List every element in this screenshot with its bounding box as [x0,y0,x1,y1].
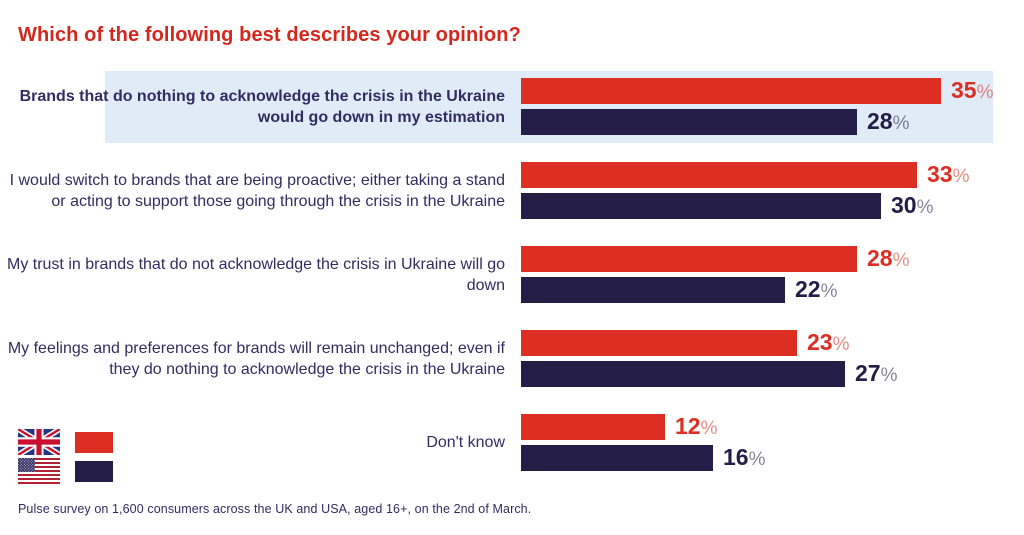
page-title: Which of the following best describes yo… [18,24,521,46]
chart-row: Don't know 12% 16% [0,412,1024,471]
bar-usa [521,109,857,135]
bar-line-uk: 35% [521,76,994,104]
bar-line-usa: 22% [521,275,910,303]
chart-row: I would switch to brands that are being … [0,160,1024,219]
value-label: 35% [951,76,994,103]
bar-line-usa: 16% [521,443,766,471]
value-label: 27% [855,359,898,386]
value-label: 23% [807,328,850,355]
category-label: Brands that do nothing to acknowledge th… [19,87,505,126]
bar-usa [521,361,845,387]
legend-entry-uk [18,429,113,455]
chart-row: My feelings and preferences for brands w… [0,328,1024,387]
bar-uk [521,414,665,440]
bar-line-usa: 30% [521,191,970,219]
bar-line-uk: 33% [521,160,970,188]
value-label: 22% [795,275,838,302]
value-label: 16% [723,443,766,470]
legend-swatch-usa [75,460,113,482]
usa-flag-icon [18,458,60,484]
category-label: I would switch to brands that are being … [9,171,505,210]
bar-line-uk: 12% [521,412,766,440]
value-label: 28% [867,244,910,271]
value-label: 33% [927,160,970,187]
chart-row: Brands that do nothing to acknowledge th… [0,71,1024,143]
bar-line-usa: 28% [521,107,994,135]
chart-legend [18,429,113,484]
bar-usa [521,193,881,219]
value-label: 30% [891,191,934,218]
bar-uk [521,162,917,188]
bar-uk [521,78,941,104]
legend-entry-usa [18,458,113,484]
chart-rows: Brands that do nothing to acknowledge th… [0,71,1024,471]
bar-usa [521,277,785,303]
bar-group: 28% 22% [521,244,910,303]
category-label: My feelings and preferences for brands w… [7,339,505,378]
uk-flag-icon [18,429,60,455]
bar-uk [521,330,797,356]
bar-line-usa: 27% [521,359,898,387]
bar-line-uk: 28% [521,244,910,272]
bar-group: 35% 28% [521,76,994,135]
chart-row: My trust in brands that do not acknowled… [0,244,1024,303]
bar-group: 33% 30% [521,160,970,219]
value-label: 12% [675,412,718,439]
bar-group: 23% 27% [521,328,898,387]
category-label: My trust in brands that do not acknowled… [6,255,505,294]
legend-swatch-uk [75,431,113,453]
bar-usa [521,445,713,471]
bar-chart: Brands that do nothing to acknowledge th… [0,71,1024,498]
bar-uk [521,246,857,272]
value-label: 28% [867,107,910,134]
bar-group: 12% 16% [521,412,766,471]
category-label: Don't know [426,434,505,451]
source-note: Pulse survey on 1,600 consumers across t… [18,502,532,516]
bar-line-uk: 23% [521,328,898,356]
